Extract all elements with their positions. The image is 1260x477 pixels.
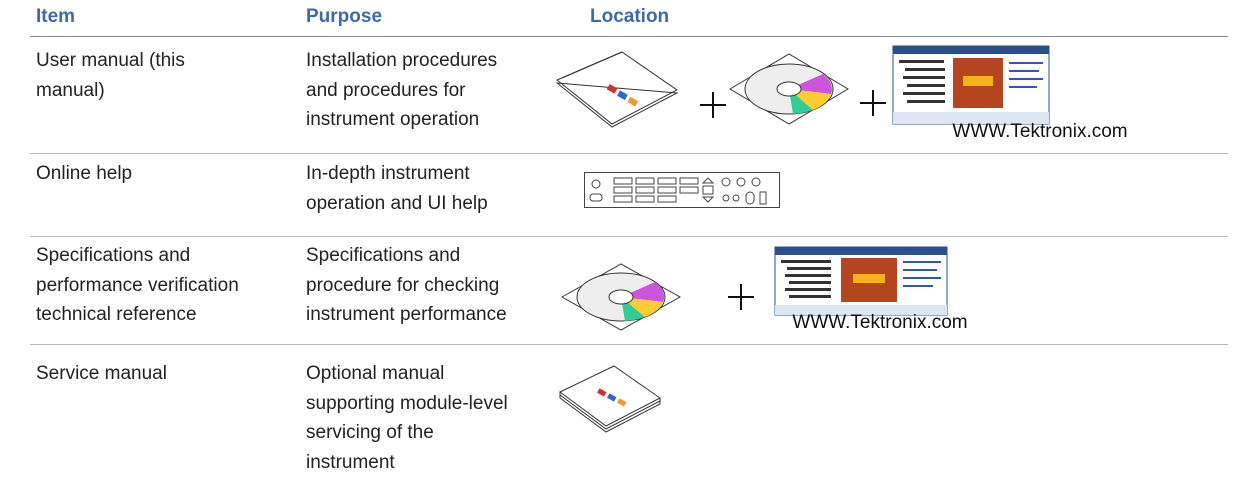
website-icon bbox=[892, 45, 1050, 125]
purpose-text: servicing of the bbox=[306, 422, 434, 443]
plus-icon bbox=[728, 284, 754, 310]
service-manual-icon bbox=[559, 365, 661, 433]
row-rule bbox=[30, 153, 1228, 154]
item-text: Service manual bbox=[36, 363, 167, 384]
manual-icon bbox=[555, 51, 679, 128]
plus-icon bbox=[860, 90, 886, 116]
cd-icon bbox=[560, 263, 682, 331]
purpose-text: instrument bbox=[306, 451, 395, 473]
purpose-text: procedure for checking bbox=[306, 274, 500, 296]
purpose-text: Optional manual bbox=[306, 363, 445, 384]
item-text: performance verification bbox=[36, 274, 239, 296]
purpose-text: and procedures for bbox=[306, 79, 466, 101]
header-item: Item bbox=[36, 6, 76, 27]
header-purpose: Purpose bbox=[306, 6, 383, 27]
header-rule bbox=[30, 36, 1228, 37]
front-panel-icon bbox=[584, 172, 780, 208]
row-rule bbox=[30, 344, 1228, 345]
purpose-text: operation and UI help bbox=[306, 192, 488, 214]
purpose-text: In-depth instrument bbox=[306, 163, 470, 184]
item-text: manual) bbox=[36, 79, 105, 101]
cd-icon bbox=[729, 53, 849, 125]
item-text: Specifications and bbox=[36, 245, 191, 266]
purpose-text: instrument performance bbox=[306, 304, 507, 325]
item-text: Online help bbox=[36, 163, 133, 184]
purpose-text: instrument operation bbox=[306, 109, 480, 130]
purpose-text: Installation procedures bbox=[306, 50, 498, 71]
row-rule bbox=[30, 236, 1228, 237]
plus-icon bbox=[700, 92, 726, 118]
item-text: User manual (this bbox=[36, 50, 185, 71]
location-caption: WWW.Tektronix.com bbox=[952, 121, 1128, 142]
item-text: technical reference bbox=[36, 304, 197, 325]
purpose-text: supporting module-level bbox=[306, 392, 508, 414]
purpose-text: Specifications and bbox=[306, 245, 461, 266]
header-location: Location bbox=[590, 6, 670, 27]
website-icon bbox=[774, 246, 948, 316]
location-caption: WWW.Tektronix.com bbox=[792, 312, 968, 333]
